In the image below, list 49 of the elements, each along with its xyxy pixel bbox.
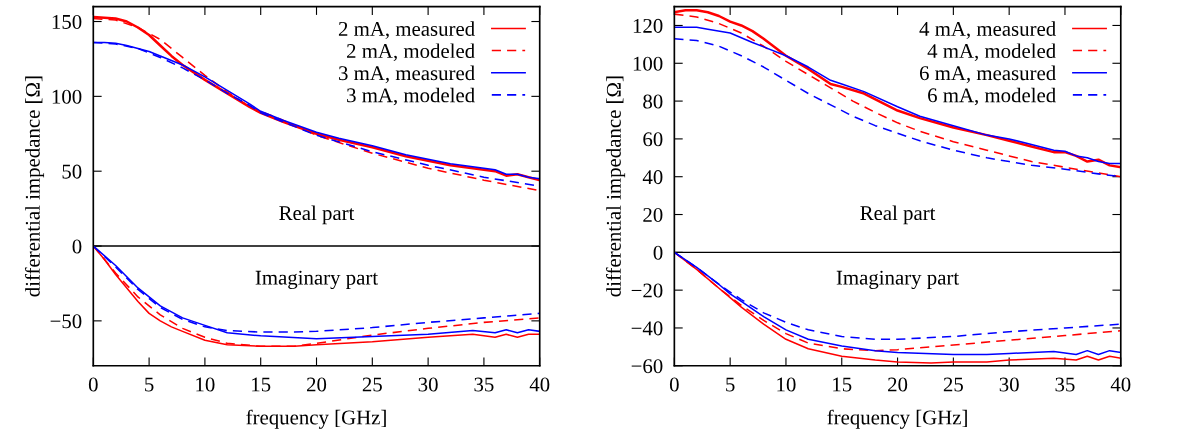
x-tick-label: 5 <box>726 377 735 392</box>
legend-label: 2 mA, measured <box>338 21 475 39</box>
legend-label: 3 mA, measured <box>339 65 475 84</box>
y-tick-label: −20 <box>631 283 663 298</box>
y-tick-label: −50 <box>50 314 82 329</box>
y-tick-label: 0 <box>72 239 82 254</box>
y-axis-title: differential impedance [Ω] <box>24 76 45 297</box>
y-tick-label: 120 <box>633 18 663 33</box>
legend-label: 2 mA, modeled <box>347 43 475 62</box>
y-tick-label: −60 <box>631 359 663 374</box>
x-tick-label: 20 <box>888 377 908 392</box>
legend-label: 3 mA, modeled <box>347 87 475 106</box>
x-tick-label: 30 <box>418 377 438 392</box>
x-tick-label: 0 <box>669 377 679 392</box>
y-tick-label: 20 <box>643 207 663 222</box>
x-tick-label: 35 <box>474 377 494 392</box>
x-tick-label: 10 <box>196 377 215 392</box>
x-tick-label: 0 <box>88 377 98 392</box>
x-tick-label: 15 <box>833 377 852 392</box>
y-tick-label: 0 <box>653 245 663 260</box>
x-tick-label: 30 <box>999 377 1019 392</box>
y-axis-title: differential impedance [Ω] <box>606 76 626 297</box>
y-tick-label: 50 <box>62 164 82 179</box>
x-tick-label: 15 <box>252 377 271 392</box>
annotation: Imaginary part <box>255 270 378 289</box>
x-axis-title: frequency [GHz] <box>827 409 967 429</box>
x-tick-label: 25 <box>362 377 382 392</box>
y-tick-label: 80 <box>643 94 663 109</box>
x-tick-label: 10 <box>777 377 796 392</box>
annotation: Real part <box>860 205 936 225</box>
y-tick-label: 100 <box>633 56 663 71</box>
x-tick-label: 40 <box>529 377 550 392</box>
y-tick-label: 40 <box>642 170 663 185</box>
y-tick-label: 60 <box>643 132 663 147</box>
annotation: Real part <box>279 205 355 225</box>
x-tick-label: 40 <box>1110 377 1131 392</box>
x-tick-label: 25 <box>943 377 963 392</box>
x-axis-title: frequency [GHz] <box>246 409 386 429</box>
legend-label: 4 mA, measured <box>919 21 1056 39</box>
y-tick-label: −40 <box>631 321 663 336</box>
x-tick-label: 20 <box>307 377 327 392</box>
x-tick-label: 35 <box>1055 377 1075 392</box>
annotation: Imaginary part <box>836 270 960 289</box>
legend-label: 4 mA, modeled <box>927 43 1056 62</box>
legend-label: 6 mA, measured <box>919 65 1056 84</box>
y-tick-label: 100 <box>52 89 82 104</box>
legend-label: 6 mA, modeled <box>928 87 1056 106</box>
y-tick-label: 150 <box>52 14 82 29</box>
x-tick-label: 5 <box>145 377 154 392</box>
